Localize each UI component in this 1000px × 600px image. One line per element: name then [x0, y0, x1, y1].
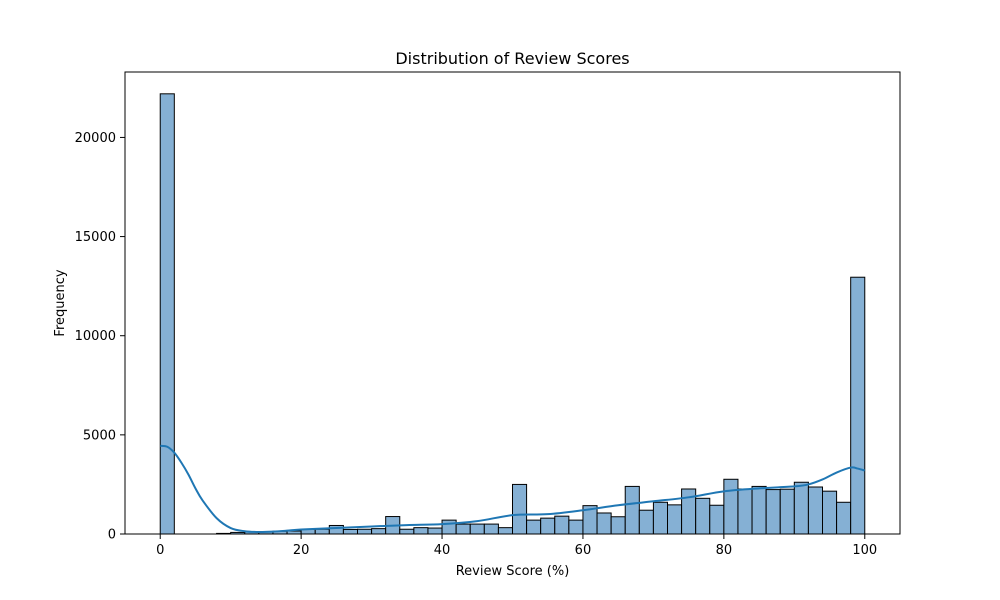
- histogram-bar: [723, 478, 739, 535]
- histogram-bar: [822, 490, 838, 535]
- histogram-bar: [850, 276, 866, 535]
- y-tick-label: 20000: [75, 131, 116, 146]
- histogram-bar: [328, 524, 344, 535]
- histogram-bar: [695, 497, 711, 535]
- histogram-bar: [314, 528, 330, 535]
- x-axis-ticks: 0 20 40 60 80 100: [156, 534, 877, 558]
- histogram-bar: [357, 528, 373, 535]
- histogram-bar: [455, 523, 471, 535]
- y-tick-label: 15000: [75, 230, 116, 245]
- histogram-bar: [540, 517, 556, 535]
- y-axis-label: Frequency: [53, 269, 68, 336]
- histogram-bar: [526, 519, 542, 535]
- histogram-bar: [342, 528, 358, 535]
- x-tick-label: 20: [293, 543, 310, 558]
- histogram-bar: [779, 488, 795, 535]
- histogram-bar: [399, 528, 415, 535]
- histogram-bar: [441, 519, 457, 535]
- histogram-bar: [159, 93, 175, 535]
- histogram-bar: [483, 523, 499, 535]
- histogram-bar: [765, 489, 781, 535]
- x-tick-label: 80: [716, 543, 733, 558]
- histogram-bar: [371, 528, 387, 535]
- x-tick-label: 0: [156, 543, 164, 558]
- histogram-bar: [807, 486, 824, 535]
- histogram-bar: [554, 515, 570, 535]
- y-tick-label: 10000: [75, 329, 116, 344]
- y-axis-ticks: 0 5000 10000 15000 20000: [75, 131, 125, 543]
- chart-title: Distribution of Review Scores: [395, 49, 629, 68]
- histogram-bar: [836, 501, 852, 535]
- histogram-bar: [624, 485, 640, 535]
- histogram-bar: [413, 527, 429, 535]
- x-tick-label: 60: [575, 543, 592, 558]
- y-tick-label: 5000: [83, 428, 116, 443]
- histogram-bar: [667, 504, 683, 535]
- y-tick-label: 0: [108, 528, 116, 543]
- bars-group: [159, 93, 866, 535]
- histogram-bar: [638, 509, 654, 535]
- histogram-bar: [596, 512, 612, 535]
- kde-line: [160, 444, 866, 534]
- histogram-bar: [497, 527, 513, 535]
- histogram-bar: [469, 523, 485, 535]
- histogram-bar: [751, 485, 767, 535]
- histogram-bar: [568, 519, 584, 535]
- x-axis-label: Review Score (%): [456, 564, 570, 579]
- histogram-bar: [652, 501, 669, 535]
- histogram-bar: [512, 483, 528, 535]
- histogram-bar: [427, 527, 443, 535]
- axes-frame: [124, 71, 901, 535]
- histogram-bar: [737, 488, 753, 535]
- histogram-bar: [709, 504, 725, 535]
- x-tick-label: 100: [852, 543, 877, 558]
- x-tick-label: 40: [434, 543, 451, 558]
- histogram-bar: [610, 516, 626, 535]
- histogram-bar: [793, 481, 809, 535]
